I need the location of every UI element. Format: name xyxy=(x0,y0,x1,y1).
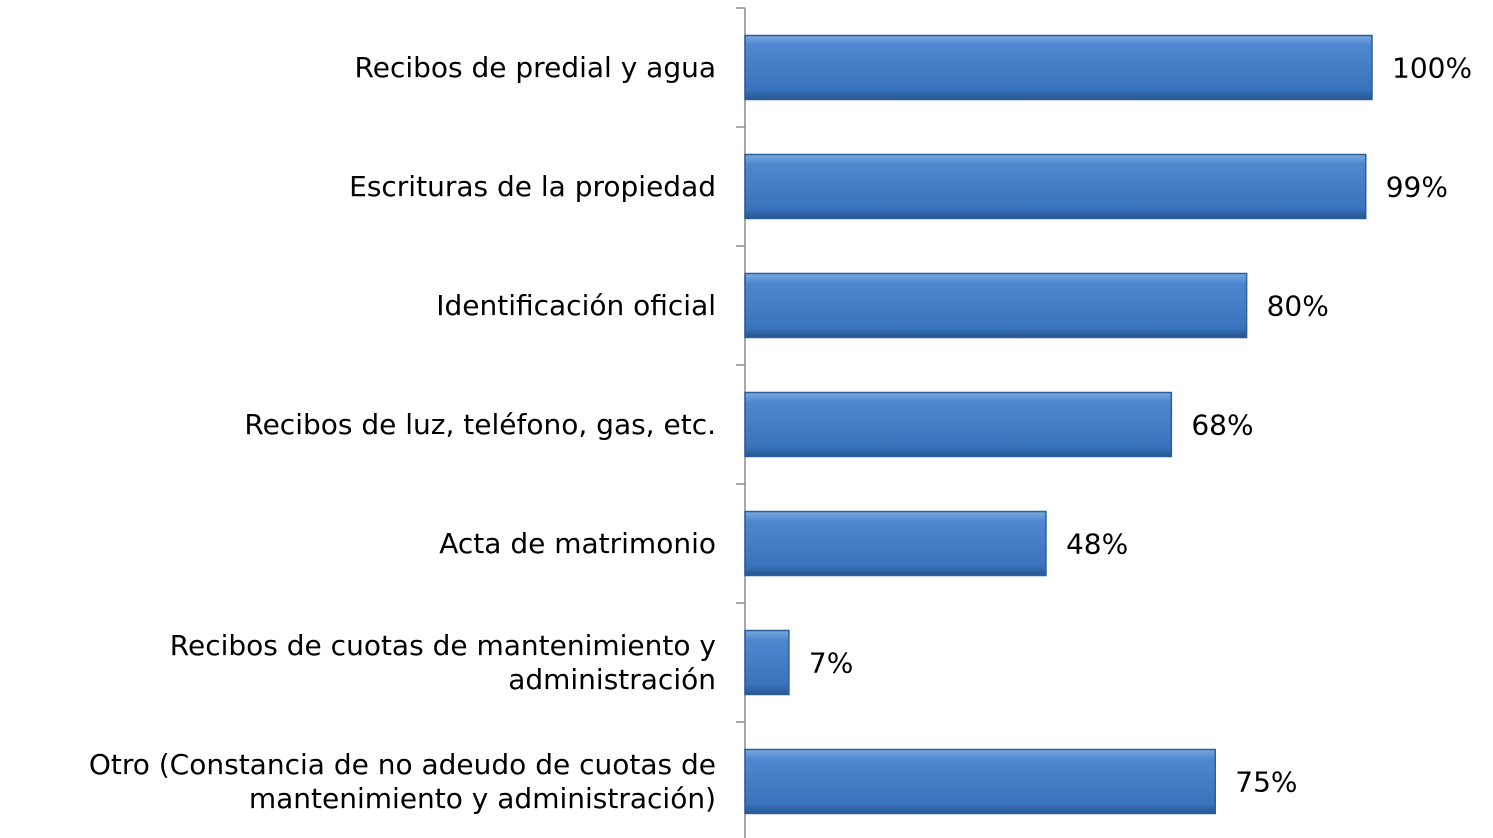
value-label: 99% xyxy=(1386,171,1448,204)
value-label: 75% xyxy=(1235,766,1297,799)
value-label: 100% xyxy=(1392,52,1472,85)
category-label: Recibos de predial y agua xyxy=(354,50,716,84)
category-label: Escrituras de la propiedad xyxy=(349,169,716,203)
value-label: 7% xyxy=(809,647,853,680)
category-label: Recibos de luz, teléfono, gas, etc. xyxy=(244,407,716,441)
category-label: Otro (Constancia de no adeudo de cuotas … xyxy=(88,747,716,815)
category-label: Recibos de cuotas de mantenimiento y adm… xyxy=(169,628,716,696)
category-label: Identificación oficial xyxy=(436,288,716,322)
category-label: Acta de matrimonio xyxy=(439,526,716,560)
bar xyxy=(744,629,790,696)
value-label: 68% xyxy=(1191,409,1253,442)
bar xyxy=(744,391,1173,458)
bar xyxy=(744,272,1248,339)
value-label: 80% xyxy=(1267,290,1329,323)
bar xyxy=(744,510,1047,577)
bar xyxy=(744,748,1216,815)
value-label: 48% xyxy=(1066,528,1128,561)
bar xyxy=(744,34,1373,101)
bar xyxy=(744,153,1367,220)
